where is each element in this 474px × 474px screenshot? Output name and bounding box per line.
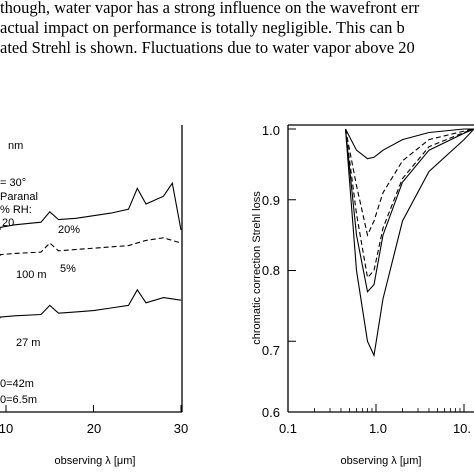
- left-anno-site: Paranal: [0, 191, 38, 203]
- right-ytick-label-0-6: 0.6: [262, 405, 280, 420]
- left-anno-l0-6-5m: 0=6.5m: [0, 394, 37, 406]
- right-ytick-label-0-7: 0.7: [262, 343, 280, 358]
- left-x-axis-label: observing λ [μm]: [55, 455, 136, 467]
- left-anno-l0-42m: 0=42m: [0, 378, 34, 390]
- left-anno-5pct: 5%: [60, 263, 76, 275]
- right-xtick-label-10: 10.: [453, 421, 471, 436]
- paragraph-line-2: actual impact on performance is totally …: [0, 18, 405, 37]
- right-series-line-4: [344, 128, 474, 358]
- left-x-ticks: [5, 405, 182, 412]
- left-anno-27m: 27 m: [16, 337, 40, 349]
- left-xtick-label-10: 10: [0, 421, 13, 436]
- left-chart-series: [0, 181, 182, 319]
- left-xtick-label-20: 20: [87, 421, 101, 436]
- left-anno-100m: 100 m: [16, 269, 47, 281]
- left-xtick-label-30: 30: [174, 421, 188, 436]
- right-ticks: [287, 128, 465, 413]
- paragraph-line-1: though, water vapor has a strong influen…: [0, 0, 420, 17]
- right-xtick-label-1-0: 1.0: [369, 421, 387, 436]
- right-xtick-label-0-1: 0.1: [279, 421, 297, 436]
- right-series-line-0: [345, 128, 474, 160]
- left-series-line-1: [0, 237, 182, 256]
- left-anno-rh: % RH:: [0, 204, 32, 216]
- right-ytick-label-0-8: 0.8: [262, 263, 280, 278]
- left-anno-zenith: = 30°: [0, 177, 26, 189]
- right-series-line-3: [344, 128, 474, 293]
- left-anno-20: 20: [2, 217, 14, 229]
- right-chart-series: [344, 128, 474, 358]
- right-y-axis-label: chromatic correction Strehl loss: [251, 191, 263, 345]
- right-x-axis-label: observing λ [μm]: [341, 455, 422, 467]
- right-series-line-1: [344, 128, 474, 237]
- left-anno-nm: nm: [8, 140, 23, 152]
- right-series-line-2: [344, 128, 474, 279]
- right-chart: 0.1 1.0 10. 0.6 0.7 0.8 0.9 1.0 observin…: [251, 123, 474, 467]
- paragraph-line-3: ated Strehl is shown. Fluctuations due t…: [0, 38, 415, 57]
- left-chart: 10 20 30 observing λ [μm] nm = 30° Paran…: [0, 125, 188, 467]
- left-anno-20pct: 20%: [58, 224, 80, 236]
- right-ytick-label-1-0: 1.0: [262, 123, 280, 138]
- right-ytick-label-0-9: 0.9: [262, 193, 280, 208]
- left-series-line-0: [0, 181, 182, 231]
- left-series-line-2: [0, 288, 182, 319]
